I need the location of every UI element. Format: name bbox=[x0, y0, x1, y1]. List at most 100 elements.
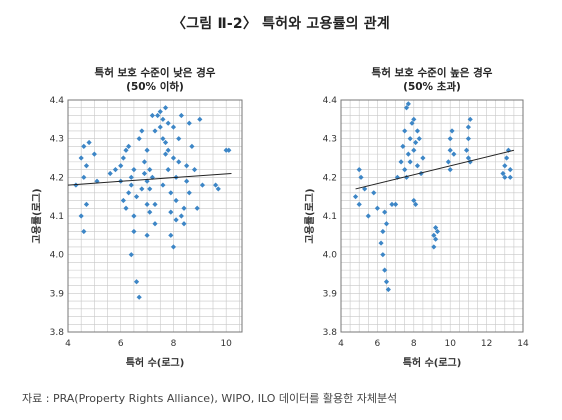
data-point bbox=[194, 205, 200, 211]
data-point bbox=[405, 151, 411, 157]
data-point bbox=[181, 221, 187, 227]
data-point bbox=[402, 167, 408, 173]
data-point bbox=[128, 252, 134, 258]
data-point bbox=[405, 101, 411, 107]
y-tick-label: 4.0 bbox=[323, 251, 338, 261]
data-point bbox=[380, 228, 386, 235]
data-point bbox=[356, 201, 362, 207]
data-point bbox=[176, 159, 182, 165]
data-point bbox=[407, 136, 413, 142]
data-point bbox=[86, 139, 92, 146]
data-point bbox=[383, 221, 390, 227]
x-tick-label: 4 bbox=[338, 339, 344, 349]
x-tick-label: 6 bbox=[375, 339, 381, 349]
data-point bbox=[118, 163, 124, 169]
data-point bbox=[447, 167, 453, 173]
data-point bbox=[149, 112, 155, 119]
data-point bbox=[465, 136, 471, 142]
data-point bbox=[112, 167, 119, 173]
data-point bbox=[144, 232, 150, 238]
data-point bbox=[136, 136, 142, 142]
data-point bbox=[78, 155, 84, 161]
data-point bbox=[128, 174, 134, 180]
chart-title: 특허 보호 수준이 낮은 경우 bbox=[95, 66, 216, 79]
data-point bbox=[389, 201, 395, 207]
y-axis-label: 고용률(로그) bbox=[304, 188, 316, 243]
data-point bbox=[507, 174, 513, 180]
chart-subtitle: (50% 초과) bbox=[403, 80, 461, 93]
plot-frame bbox=[67, 99, 243, 333]
data-point bbox=[378, 240, 384, 246]
data-point bbox=[173, 217, 179, 223]
data-point bbox=[414, 128, 421, 134]
data-point bbox=[128, 182, 134, 188]
data-point bbox=[393, 201, 399, 207]
data-point bbox=[504, 155, 510, 161]
data-point bbox=[94, 178, 100, 184]
data-point bbox=[73, 182, 79, 188]
x-tick-label: 14 bbox=[517, 339, 529, 349]
data-point bbox=[447, 136, 453, 142]
x-tick-label: 4 bbox=[65, 339, 71, 349]
data-point bbox=[382, 209, 388, 215]
data-point bbox=[176, 136, 182, 142]
data-point bbox=[168, 232, 174, 238]
chart-title: 특허 보호 수준이 높은 경우 bbox=[372, 66, 493, 79]
data-point bbox=[407, 159, 413, 165]
x-tick-label: 10 bbox=[220, 339, 232, 349]
data-point bbox=[433, 225, 439, 231]
data-point bbox=[502, 174, 508, 180]
data-point bbox=[170, 155, 177, 161]
x-tick-label: 6 bbox=[118, 339, 124, 349]
data-point bbox=[402, 128, 408, 134]
data-point bbox=[467, 116, 473, 122]
data-point bbox=[358, 174, 364, 180]
data-point bbox=[168, 190, 174, 196]
data-point bbox=[83, 201, 90, 207]
data-point bbox=[418, 170, 424, 177]
data-point bbox=[162, 151, 169, 157]
y-tick-label: 4.2 bbox=[323, 173, 337, 183]
chart-subtitle: (50% 이하) bbox=[126, 80, 184, 93]
data-point bbox=[139, 186, 145, 192]
data-point bbox=[362, 186, 368, 192]
data-point bbox=[147, 186, 153, 192]
data-point bbox=[213, 182, 219, 188]
data-point bbox=[374, 205, 380, 211]
data-point bbox=[141, 170, 148, 177]
data-point bbox=[160, 116, 166, 122]
data-point bbox=[352, 194, 359, 200]
y-tick-label: 4.1 bbox=[323, 212, 337, 222]
chart-low-protection: 특허 보호 수준이 낮은 경우(50% 이하) 3.8 3.9 4.0 4.1 4.2 4.… bbox=[31, 66, 243, 369]
data-point bbox=[445, 159, 451, 165]
data-point bbox=[107, 170, 113, 177]
data-point bbox=[120, 155, 126, 161]
data-point bbox=[199, 182, 206, 188]
y-tick-label: 3.9 bbox=[50, 289, 65, 299]
data-point bbox=[157, 109, 163, 115]
data-point bbox=[403, 105, 410, 111]
data-point bbox=[160, 136, 166, 142]
data-point bbox=[409, 120, 415, 126]
data-point bbox=[123, 205, 129, 211]
data-point bbox=[136, 294, 142, 300]
data-point bbox=[173, 197, 179, 204]
y-tick-label: 3.9 bbox=[323, 289, 338, 299]
data-point bbox=[170, 124, 177, 130]
x-tick-label: 10 bbox=[444, 339, 456, 349]
data-point bbox=[465, 155, 471, 161]
trend-line bbox=[355, 149, 515, 190]
x-tick-label: 8 bbox=[171, 339, 177, 349]
data-point bbox=[81, 143, 87, 149]
y-tick-label: 4.4 bbox=[323, 96, 338, 106]
data-point bbox=[215, 186, 221, 192]
data-point bbox=[400, 143, 406, 149]
data-point bbox=[463, 147, 470, 153]
data-point bbox=[500, 170, 506, 177]
figure-title: 〈그림 Ⅱ-2〉 특허와 고용률의 관계 bbox=[172, 16, 390, 32]
data-point bbox=[411, 197, 417, 204]
data-point bbox=[133, 194, 140, 200]
data-point bbox=[152, 201, 158, 207]
data-point bbox=[380, 252, 386, 258]
x-tick-label: 8 bbox=[411, 339, 417, 349]
